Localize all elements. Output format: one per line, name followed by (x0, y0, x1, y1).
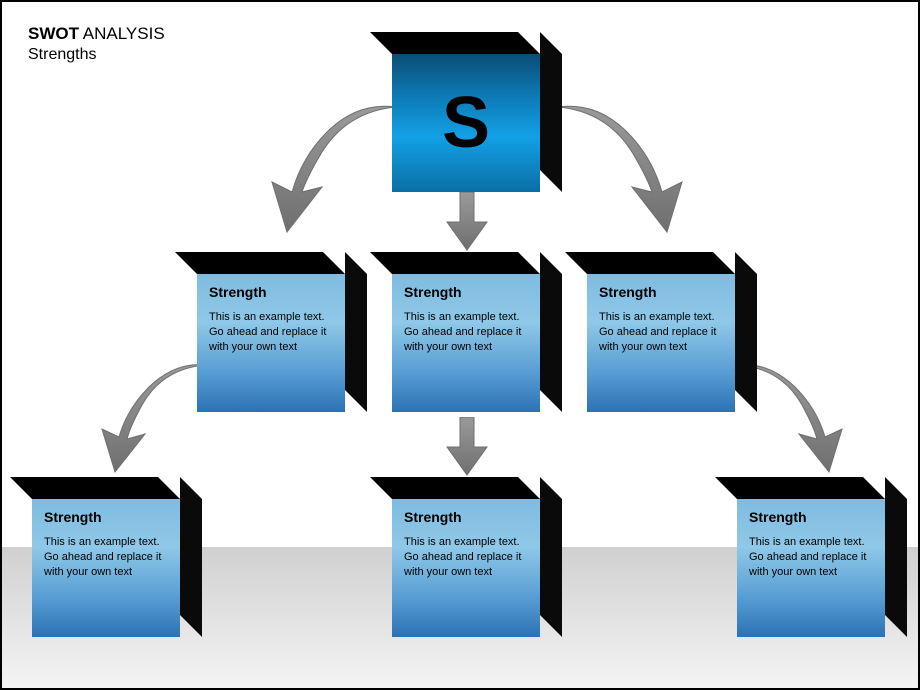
title-light: ANALYSIS (79, 24, 165, 43)
box-text: This is an example text. Go ahead and re… (404, 310, 528, 355)
arrow-root-to-right (557, 97, 687, 237)
box-title: Strength (749, 509, 873, 525)
page-title: SWOT ANALYSIS (28, 24, 165, 44)
box-title: Strength (599, 284, 723, 300)
level2-box-1: Strength This is an example text. Go ahe… (392, 477, 562, 637)
box-text: This is an example text. Go ahead and re… (44, 535, 168, 580)
arrow-root-to-center (442, 192, 492, 252)
arrow-l1-to-l2-center (442, 417, 492, 477)
box-title: Strength (404, 509, 528, 525)
box-text: This is an example text. Go ahead and re… (599, 310, 723, 355)
title-bold: SWOT (28, 24, 79, 43)
subtitle: Strengths (28, 46, 165, 64)
level2-box-0: Strength This is an example text. Go ahe… (32, 477, 202, 637)
box-title: Strength (209, 284, 333, 300)
box-text: This is an example text. Go ahead and re… (404, 535, 528, 580)
arrow-l1-to-l2-left (97, 357, 207, 477)
root-box: S (392, 32, 562, 192)
level2-box-2: Strength This is an example text. Go ahe… (737, 477, 907, 637)
arrow-root-to-left (267, 97, 397, 237)
box-text: This is an example text. Go ahead and re… (209, 310, 333, 355)
level1-box-2: Strength This is an example text. Go ahe… (587, 252, 757, 412)
box-title: Strength (404, 284, 528, 300)
root-letter: S (442, 82, 490, 164)
header: SWOT ANALYSIS Strengths (28, 24, 165, 64)
level1-box-1: Strength This is an example text. Go ahe… (392, 252, 562, 412)
box-title: Strength (44, 509, 168, 525)
box-text: This is an example text. Go ahead and re… (749, 535, 873, 580)
level1-box-0: Strength This is an example text. Go ahe… (197, 252, 367, 412)
